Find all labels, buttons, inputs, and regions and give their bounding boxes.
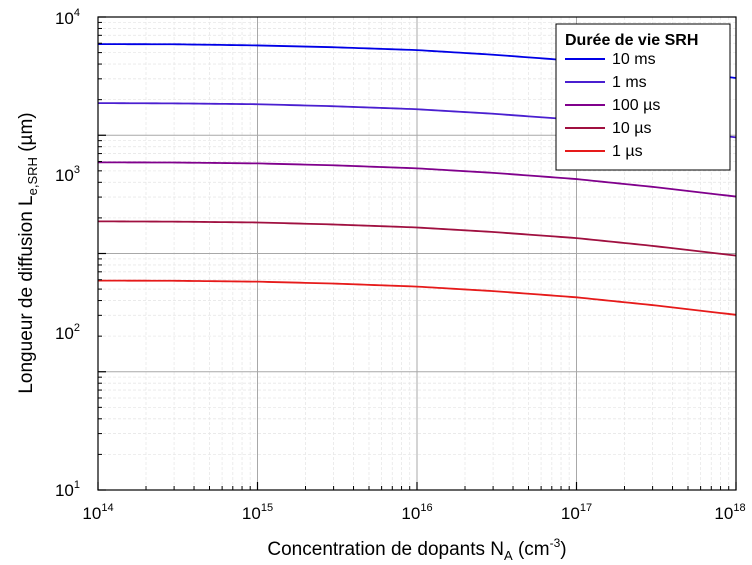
x-axis-label: Concentration de dopants NA (cm-3) — [267, 536, 566, 563]
legend-box — [555, 23, 731, 171]
y-tick-label: 101 — [55, 479, 80, 500]
x-tick-label: 1017 — [561, 502, 592, 523]
x-tick-label: 1016 — [401, 502, 432, 523]
legend-label: 10 µs — [612, 120, 651, 137]
y-tick-label: 102 — [55, 322, 80, 343]
legend: Durée de vie SRH 10 ms 1 ms 100 µs 10 µs 1 µ… — [555, 23, 731, 171]
legend-label: 1 ms — [612, 74, 647, 91]
legend-label: 100 µs — [612, 97, 660, 114]
x-tick-labels: 1014 1015 1016 1017 1018 — [82, 502, 745, 523]
x-tick-label: 1014 — [82, 502, 113, 523]
series-line — [97, 161, 737, 198]
legend-items: 10 ms 1 ms 100 µs 10 µs 1 µs — [565, 51, 660, 160]
legend-label: 10 ms — [612, 51, 656, 68]
y-axis-label: Longueur de diffusion Le,SRH (µm) — [16, 112, 40, 393]
y-tick-labels: 101 102 103 104 — [55, 7, 80, 500]
y-tick-label: 104 — [55, 7, 80, 28]
x-tick-label: 1018 — [714, 502, 745, 523]
legend-label: 1 µs — [612, 143, 643, 160]
series-line — [97, 220, 737, 257]
legend-title: Durée de vie SRH — [565, 32, 698, 49]
axis-ticks — [97, 16, 737, 491]
x-tick-label: 1015 — [242, 502, 273, 523]
series-line — [97, 279, 737, 316]
y-tick-label: 103 — [55, 164, 80, 185]
